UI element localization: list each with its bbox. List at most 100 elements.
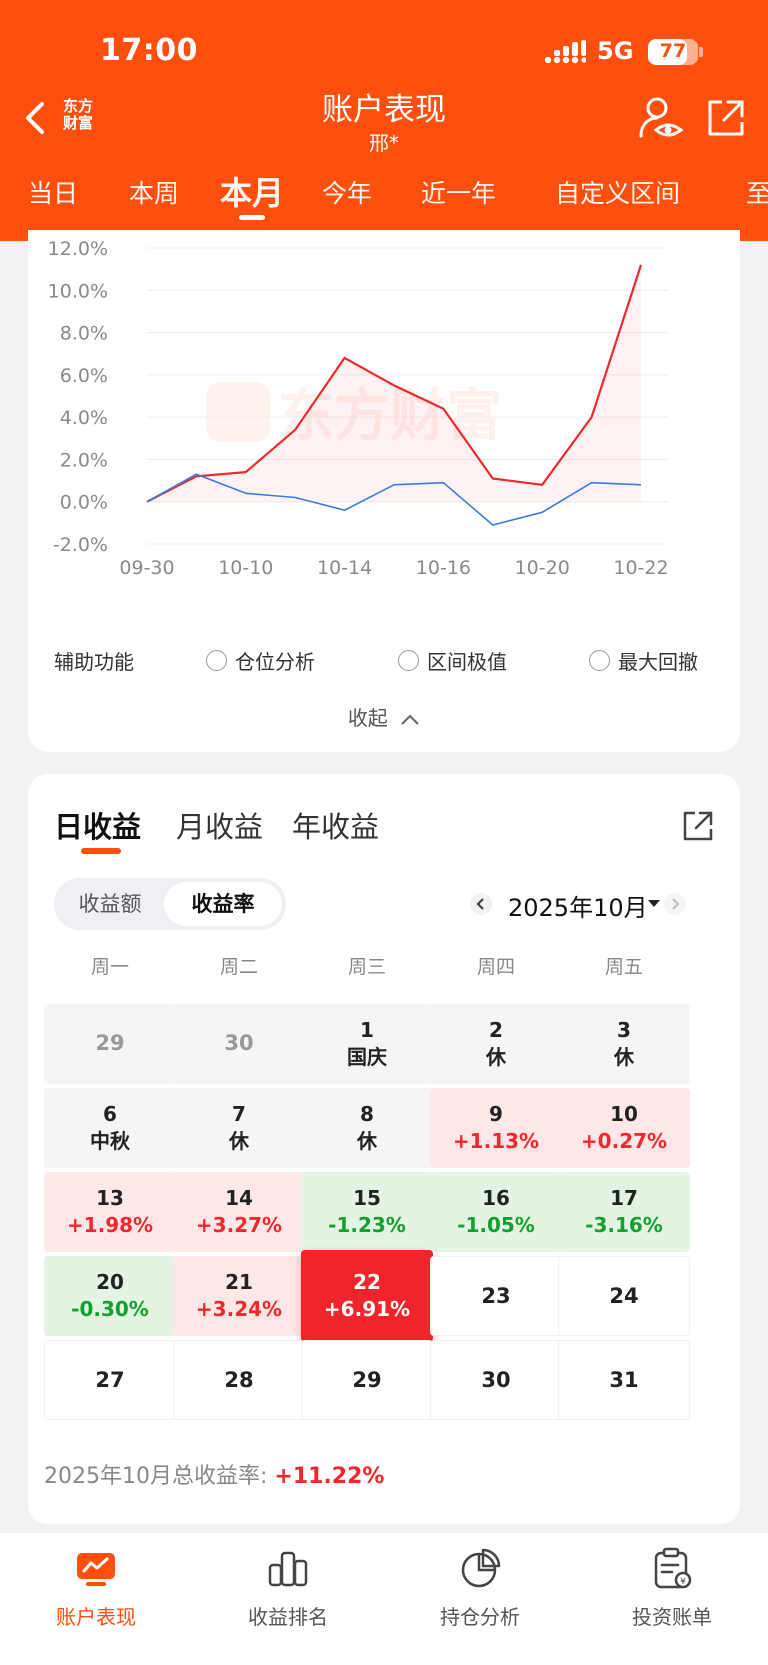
status-time: 17:00 — [100, 33, 198, 68]
share-icon[interactable] — [682, 810, 714, 842]
calendar-day-cell[interactable]: 10 +0.27% — [558, 1088, 690, 1168]
nav-holding-analysis[interactable]: 持仓分析 — [384, 1547, 576, 1630]
calendar-day-cell[interactable]: 23 — [430, 1256, 562, 1336]
bar-ranking-icon — [268, 1551, 308, 1587]
privacy-eye-icon[interactable] — [638, 96, 684, 140]
svg-text:¥: ¥ — [680, 1577, 686, 1587]
calendar-day-cell[interactable]: 28 — [173, 1340, 305, 1420]
page-title: 账户表现 — [322, 92, 446, 128]
calendar-day-cell[interactable]: 6 中秋 — [44, 1088, 176, 1168]
day-number: 10 — [610, 1102, 638, 1126]
option-max-drawdown[interactable]: 最大回撤 — [589, 646, 698, 675]
tab-custom-range[interactable]: 自定义区间 — [555, 179, 681, 208]
nav-investment-bill[interactable]: ¥ 投资账单 — [576, 1547, 768, 1630]
series-area — [147, 264, 641, 502]
collapse-button[interactable]: 收起 — [28, 702, 740, 731]
calendar-day-cell[interactable]: 1 国庆 — [301, 1004, 433, 1084]
total-value: +11.22% — [274, 1464, 385, 1489]
logo-line-1: 东方 — [62, 97, 93, 115]
calendar-day-cell[interactable]: 17 -3.16% — [558, 1172, 690, 1252]
pie-chart-icon — [461, 1548, 501, 1588]
toggle-rate[interactable]: 收益率 — [164, 882, 282, 926]
option-position-analysis[interactable]: 仓位分析 — [206, 646, 315, 675]
tab-to[interactable]: 至 — [746, 179, 768, 208]
account-name: 邢* — [369, 131, 399, 155]
day-number: 29 — [352, 1368, 382, 1392]
day-number: 20 — [96, 1270, 124, 1294]
calendar-day-cell[interactable]: 30 — [173, 1004, 305, 1084]
day-number: 27 — [95, 1368, 125, 1392]
calendar-day-cell[interactable]: 22 +6.91% — [301, 1250, 433, 1342]
calendar-day-cell[interactable]: 29 — [44, 1004, 176, 1084]
calendar-day-cell[interactable]: 14 +3.27% — [173, 1172, 305, 1252]
day-return: 休 — [357, 1129, 377, 1153]
calendar-day-cell[interactable]: 15 -1.23% — [301, 1172, 433, 1252]
calendar-day-cell[interactable]: 29 — [301, 1340, 433, 1420]
x-tick-label: 10-10 — [218, 557, 273, 579]
calendar-day-cell[interactable]: 27 — [44, 1340, 176, 1420]
day-return: +1.98% — [66, 1213, 154, 1237]
toggle-amount[interactable]: 收益额 — [78, 892, 142, 916]
x-tick-label: 10-20 — [515, 557, 570, 579]
day-number: 13 — [96, 1186, 124, 1210]
nav-account-performance[interactable]: 账户表现 — [0, 1547, 192, 1630]
day-number: 24 — [609, 1284, 639, 1308]
y-tick-label: 2.0% — [60, 449, 108, 471]
calendar-day-cell[interactable]: 21 +3.24% — [173, 1256, 305, 1336]
tab-last-year[interactable]: 近一年 — [421, 179, 497, 208]
day-return: 国庆 — [347, 1045, 387, 1069]
logo-line-2: 财富 — [62, 114, 93, 132]
day-return: +1.13% — [452, 1129, 540, 1153]
month-selector[interactable]: 2025年10月 — [508, 894, 648, 922]
day-return: -1.05% — [457, 1213, 535, 1237]
day-number: 30 — [481, 1368, 511, 1392]
period-tab-indicator — [81, 848, 121, 854]
caret-down-icon[interactable] — [648, 900, 660, 907]
tab-today[interactable]: 当日 — [28, 179, 79, 208]
calendar-day-cell[interactable]: 31 — [558, 1340, 690, 1420]
share-icon[interactable] — [706, 98, 746, 138]
calendar-day-cell[interactable]: 9 +1.13% — [430, 1088, 562, 1168]
weekday-header: 周一 周二 周三 周四 周五 — [44, 952, 724, 982]
day-return: -1.23% — [328, 1213, 406, 1237]
option-range-extremes[interactable]: 区间极值 — [398, 646, 507, 675]
active-tab-indicator — [239, 215, 265, 220]
next-month-icon[interactable] — [664, 893, 686, 915]
return-line-chart: 东方财富12.0%10.0%8.0%6.0%4.0%2.0%0.0%-2.0%0… — [48, 238, 669, 579]
prev-month-icon[interactable] — [470, 893, 492, 915]
back-arrow-icon[interactable] — [20, 98, 56, 138]
nav-label: 收益排名 — [248, 1605, 328, 1629]
y-tick-label: 4.0% — [60, 407, 108, 429]
calendar-day-cell[interactable]: 24 — [558, 1256, 690, 1336]
day-return: +3.24% — [195, 1297, 283, 1321]
weekday-thu: 周四 — [476, 956, 515, 978]
tab-yearly-return[interactable]: 年收益 — [292, 810, 380, 844]
day-number: 1 — [360, 1018, 374, 1042]
calendar-day-cell[interactable]: 13 +1.98% — [44, 1172, 176, 1252]
day-number: 14 — [225, 1186, 253, 1210]
day-number: 30 — [224, 1031, 254, 1055]
day-number: 8 — [360, 1102, 374, 1126]
tab-this-month[interactable]: 本月 — [220, 174, 285, 212]
nav-return-ranking[interactable]: 收益排名 — [192, 1547, 384, 1630]
day-number: 16 — [482, 1186, 510, 1210]
x-tick-label: 09-30 — [119, 557, 174, 579]
option-label: 仓位分析 — [235, 650, 315, 674]
tab-monthly-return[interactable]: 月收益 — [176, 810, 264, 844]
tab-this-week[interactable]: 本周 — [129, 179, 180, 208]
tab-daily-return[interactable]: 日收益 — [54, 810, 142, 844]
day-return: 中秋 — [90, 1129, 130, 1153]
calendar-day-cell[interactable]: 30 — [430, 1340, 562, 1420]
tab-this-year[interactable]: 今年 — [322, 179, 373, 208]
aux-label: 辅助功能 — [54, 650, 134, 674]
calendar-day-cell[interactable]: 16 -1.05% — [430, 1172, 562, 1252]
x-tick-label: 10-14 — [317, 557, 372, 579]
calendar-day-cell[interactable]: 20 -0.30% — [44, 1256, 176, 1336]
daily-return-card: 日收益 月收益 年收益 收益额 收益率 2025年10月 周一 周二 周三 周四… — [28, 774, 740, 1524]
day-number: 6 — [103, 1102, 117, 1126]
y-tick-label: 8.0% — [60, 323, 108, 345]
